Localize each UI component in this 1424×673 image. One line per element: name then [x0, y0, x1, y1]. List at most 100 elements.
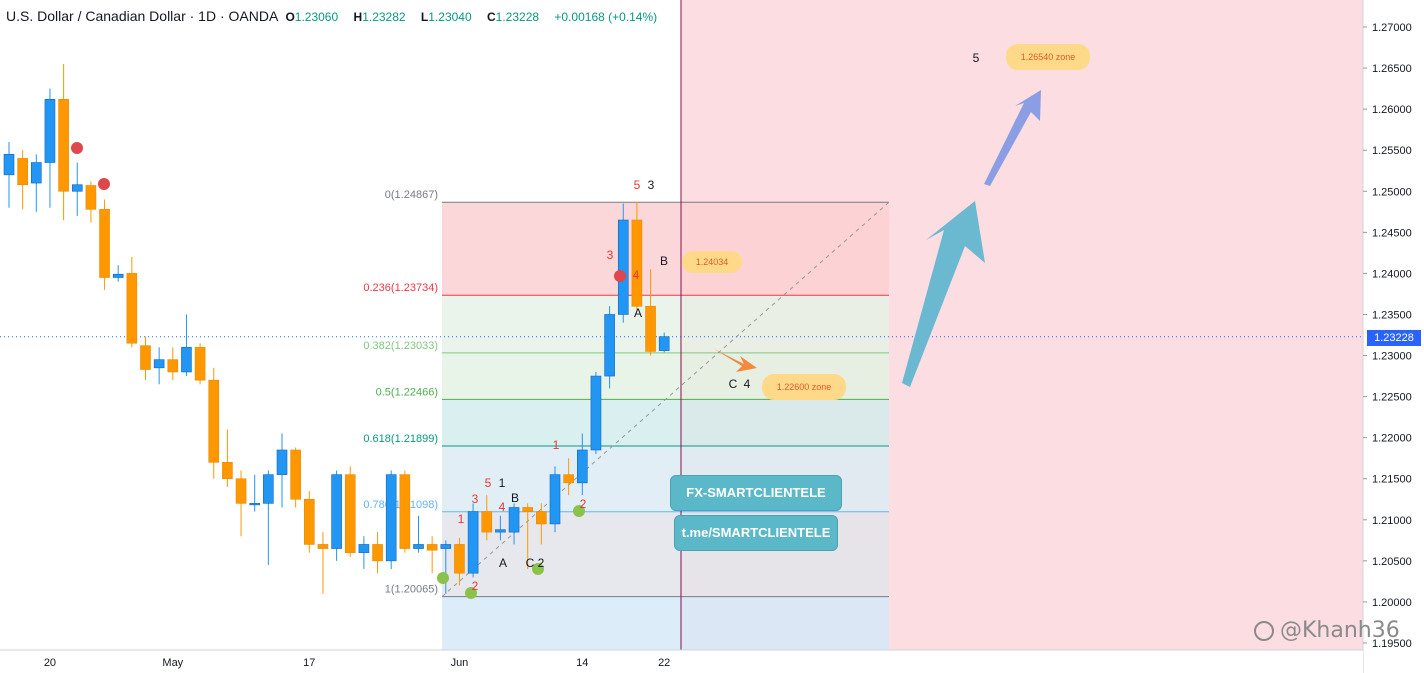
candle-body[interactable]	[17, 158, 28, 185]
sell-signal-dot	[614, 270, 626, 282]
symbol-title: U.S. Dollar / Canadian Dollar · 1D · OAN…	[6, 8, 278, 24]
candle-body[interactable]	[549, 474, 561, 525]
high-value: 1.23282	[362, 10, 406, 24]
candle-body[interactable]	[71, 184, 83, 192]
candle-body[interactable]	[576, 449, 588, 484]
price-tick-label: 1.21500	[1372, 474, 1412, 486]
price-tick-label: 1.26500	[1372, 63, 1412, 75]
price-tick-label: 1.23000	[1372, 351, 1412, 363]
price-tick-label: 1.24000	[1372, 268, 1412, 280]
time-axis	[0, 650, 1363, 673]
candle-body[interactable]	[604, 314, 615, 377]
candle-body[interactable]	[590, 375, 602, 451]
candle-body[interactable]	[167, 359, 179, 373]
fib-zone	[442, 399, 889, 446]
candle-body[interactable]	[194, 347, 206, 381]
wave-label: 4	[499, 500, 506, 514]
short-term-arrow	[714, 349, 757, 372]
wave-label: 1	[458, 512, 465, 526]
time-tick-label: May	[162, 657, 183, 669]
candle-body[interactable]	[372, 544, 383, 562]
candle-body[interactable]	[426, 544, 438, 551]
sell-signal-dot	[98, 178, 110, 190]
candle-body[interactable]	[126, 273, 138, 344]
wave-label: 4	[633, 268, 640, 282]
price-tick-label: 1.25000	[1372, 186, 1412, 198]
telegram-link-button[interactable]: t.me/SMARTCLIENTELE	[674, 515, 838, 551]
wave-label: C	[526, 556, 535, 570]
fib-level-label: 1(1.20065)	[385, 584, 438, 596]
candle-body[interactable]	[153, 359, 165, 369]
candle-body[interactable]	[44, 98, 56, 163]
price-tick-label: 1.22500	[1372, 392, 1412, 404]
wave-label: 5	[485, 476, 492, 490]
candle-body[interactable]	[235, 478, 247, 504]
candle-body[interactable]	[222, 462, 233, 480]
candle-body[interactable]	[658, 336, 670, 351]
wave-label: 4	[744, 377, 751, 391]
wave-label: A	[634, 306, 642, 320]
candle-body[interactable]	[181, 347, 192, 373]
wave-label: 3	[607, 248, 614, 262]
time-tick-label: 17	[303, 657, 315, 669]
current-price-tag: 1.23228	[1367, 330, 1421, 346]
candle-body[interactable]	[617, 219, 629, 315]
buy-signal-dot	[573, 505, 585, 517]
candle-body[interactable]	[413, 544, 424, 549]
buy-signal-dot	[532, 563, 544, 575]
target-callout-1: 1.24034	[682, 251, 742, 273]
candle-body[interactable]	[140, 345, 151, 370]
candle-body[interactable]	[290, 449, 301, 500]
candle-body[interactable]	[3, 154, 15, 176]
candle-body[interactable]	[263, 474, 274, 504]
candle-body[interactable]	[331, 474, 342, 549]
candle-body[interactable]	[249, 503, 260, 506]
ohlc-readout: O1.23060 H1.23282 L1.23040 C1.23228 +0.0…	[285, 10, 658, 24]
candle-body[interactable]	[508, 507, 520, 533]
candle-body[interactable]	[399, 474, 411, 549]
target-callout-2: 1.22600 zone	[762, 374, 846, 400]
wave-label: 2	[538, 556, 545, 570]
fx-smartclientele-button[interactable]: FX-SMARTCLIENTELE	[670, 475, 842, 511]
price-tick-label: 1.27000	[1372, 22, 1412, 34]
price-tick-label: 1.20500	[1372, 556, 1412, 568]
candle-body[interactable]	[112, 273, 124, 278]
time-tick-label: 20	[44, 657, 56, 669]
candle-body[interactable]	[440, 544, 452, 549]
wave-label: C	[729, 377, 738, 391]
candle-body[interactable]	[536, 511, 547, 525]
fib-level-label: 0.236(1.23734)	[363, 282, 438, 294]
candle-body[interactable]	[385, 474, 397, 562]
price-tick-label: 1.22000	[1372, 433, 1412, 445]
candle-body[interactable]	[344, 474, 356, 553]
candle-body[interactable]	[467, 511, 479, 574]
low-value: 1.23040	[428, 10, 472, 24]
candle-body[interactable]	[208, 379, 220, 463]
sell-signal-dot	[71, 142, 83, 154]
fib-level-label: 0(1.24867)	[385, 189, 438, 201]
candle-body[interactable]	[563, 474, 574, 484]
candle-body[interactable]	[495, 529, 506, 533]
price-tick-label: 1.26000	[1372, 104, 1412, 116]
target-callout-3: 1.26540 zone	[1006, 44, 1090, 70]
candle-body[interactable]	[317, 544, 329, 549]
candle-body[interactable]	[481, 511, 493, 533]
candle-body[interactable]	[522, 507, 534, 512]
candle-body[interactable]	[645, 305, 656, 352]
candle-body[interactable]	[85, 185, 97, 210]
candle-body[interactable]	[358, 544, 370, 553]
wave-label: B	[660, 254, 668, 268]
time-tick-label: Jun	[451, 657, 469, 669]
candle-body[interactable]	[99, 209, 110, 278]
buy-signal-dot	[437, 572, 449, 584]
candle-body[interactable]	[303, 498, 315, 545]
candle-body[interactable]	[454, 544, 465, 574]
candle-body[interactable]	[30, 162, 42, 184]
wave-5-arrow	[984, 90, 1041, 186]
author-watermark: @Khanh36	[1254, 618, 1400, 643]
price-tick-label: 1.20000	[1372, 597, 1412, 609]
candle-body[interactable]	[631, 219, 643, 307]
candle-body[interactable]	[276, 449, 288, 475]
candle-body[interactable]	[58, 98, 69, 192]
